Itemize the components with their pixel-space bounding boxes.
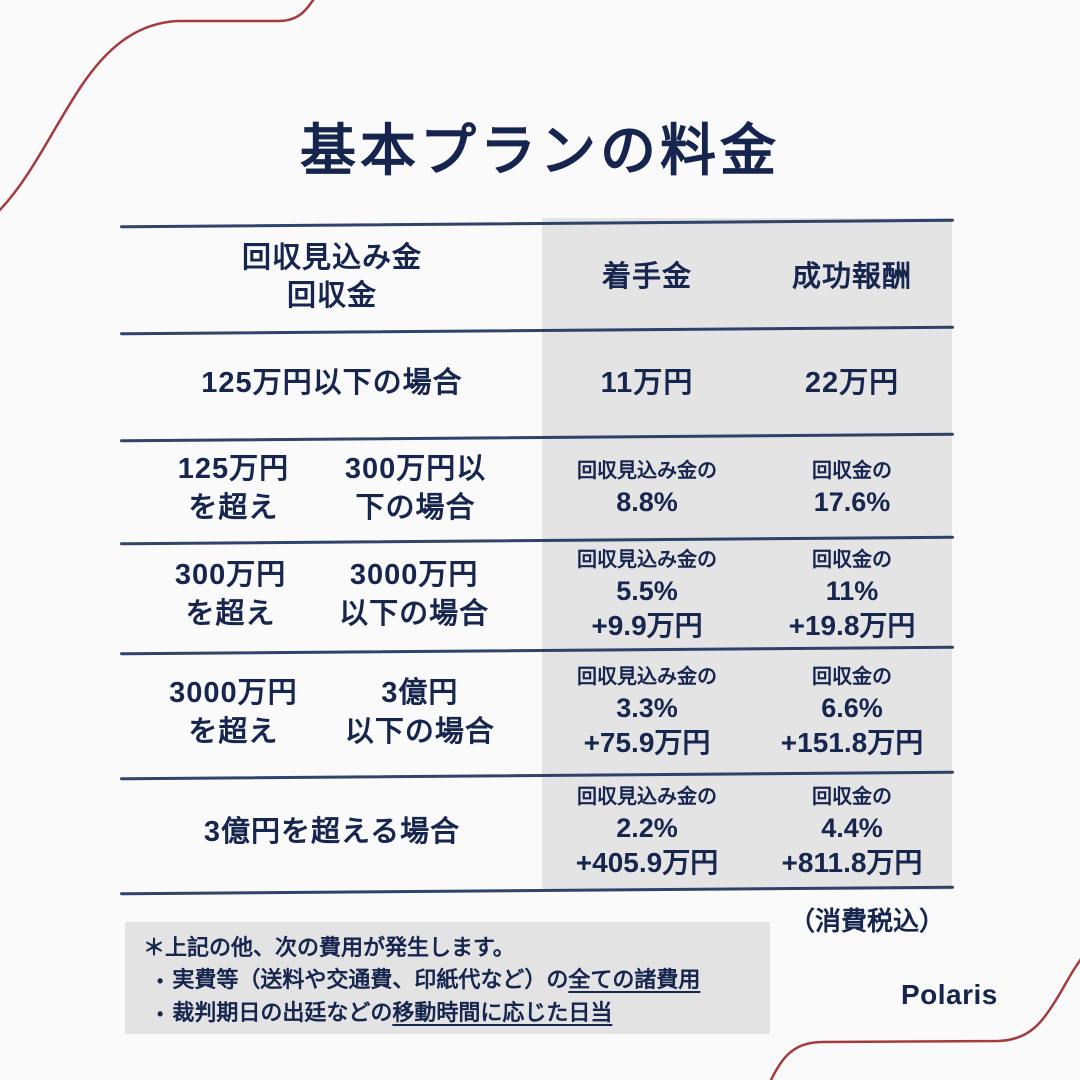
row5-retainer: 回収見込み金の 2.2% +405.9万円	[575, 786, 719, 878]
table-row: 125万円 を超え 300万円以 下の場合 回収見込み金の 8.8% 回収金の …	[122, 438, 952, 539]
row2-success: 回収金の 17.6%	[812, 460, 892, 517]
row5-condition: 3億円を超える場合	[203, 816, 461, 848]
row3-retainer: 回収見込み金の 5.5% +9.9万円	[577, 548, 717, 641]
header-retainer-fee: 着手金	[601, 260, 692, 293]
header-success-fee: 成功報酬	[791, 260, 912, 293]
underlined-phrase: 移動時間に応じた日当	[392, 1000, 613, 1025]
row4-range-to: 3億円 以下の場合	[344, 676, 495, 748]
note-title: ＊上記の他、次の費用が発生します。	[143, 935, 515, 960]
bullet-icon: •	[157, 1004, 164, 1024]
underlined-phrase: 全ての諸費用	[568, 967, 701, 992]
page-title: 基本プランの料金	[300, 119, 780, 182]
row1-success: 22万円	[804, 367, 900, 399]
row2-condition: 125万円 を超え 300万円以 下の場合	[122, 438, 542, 539]
pricing-table: 回収見込み金 回収金 着手金 成功報酬 125万円以下の場合 11万円 22万円…	[120, 218, 954, 895]
row3-range-to: 3000万円 以下の場合	[339, 559, 490, 630]
row3-success: 回収金の 11% +19.8万円	[788, 548, 916, 641]
row2-range-from: 125万円 を超え	[177, 452, 290, 524]
note-item-expenses: • 実費等（送料や交通費、印紙代など）の全ての諸費用	[143, 964, 770, 997]
row1-retainer: 11万円	[600, 367, 694, 399]
additional-fees-note: ＊上記の他、次の費用が発生します。 • 実費等（送料や交通費、印紙代など）の全て…	[125, 922, 770, 1034]
row4-retainer: 回収見込み金の 3.3% +75.9万円	[577, 666, 717, 758]
table-row: 3億円を超える場合 回収見込み金の 2.2% +405.9万円 回収金の 4.4…	[122, 776, 952, 889]
row4-range-from: 3000万円 を超え	[169, 676, 298, 748]
table-header-row: 回収見込み金 回収金 着手金 成功報酬	[122, 224, 952, 329]
table-row: 3000万円 を超え 3億円 以下の場合 回収見込み金の 3.3% +75.9万…	[122, 651, 952, 774]
row2-range-to: 300万円以 下の場合	[344, 452, 487, 524]
table-row: 125万円以下の場合 11万円 22万円	[122, 331, 952, 436]
row1-condition: 125万円以下の場合	[201, 367, 463, 399]
bullet-icon: •	[157, 971, 164, 991]
header-recovery-amount: 回収見込み金 回収金	[241, 241, 422, 312]
row4-success: 回収金の 6.6% +151.8万円	[780, 666, 924, 758]
note-item-daily-allowance: • 裁判期日の出廷などの移動時間に応じた日当	[143, 997, 770, 1030]
row3-range-from: 300万円 を超え	[174, 559, 287, 630]
bottom-right-curve	[769, 958, 1080, 1080]
tax-included-note: （消費税込）	[788, 906, 945, 936]
row5-success: 回収金の 4.4% +811.8万円	[781, 786, 923, 878]
brand-logo: Polaris	[901, 979, 998, 1010]
row2-retainer: 回収見込み金の 8.8%	[577, 460, 717, 517]
row4-condition: 3000万円 を超え 3億円 以下の場合	[122, 651, 542, 774]
row3-condition: 300万円 を超え 3000万円 以下の場合	[122, 541, 542, 649]
table-row: 300万円 を超え 3000万円 以下の場合 回収見込み金の 5.5% +9.9…	[122, 541, 952, 649]
